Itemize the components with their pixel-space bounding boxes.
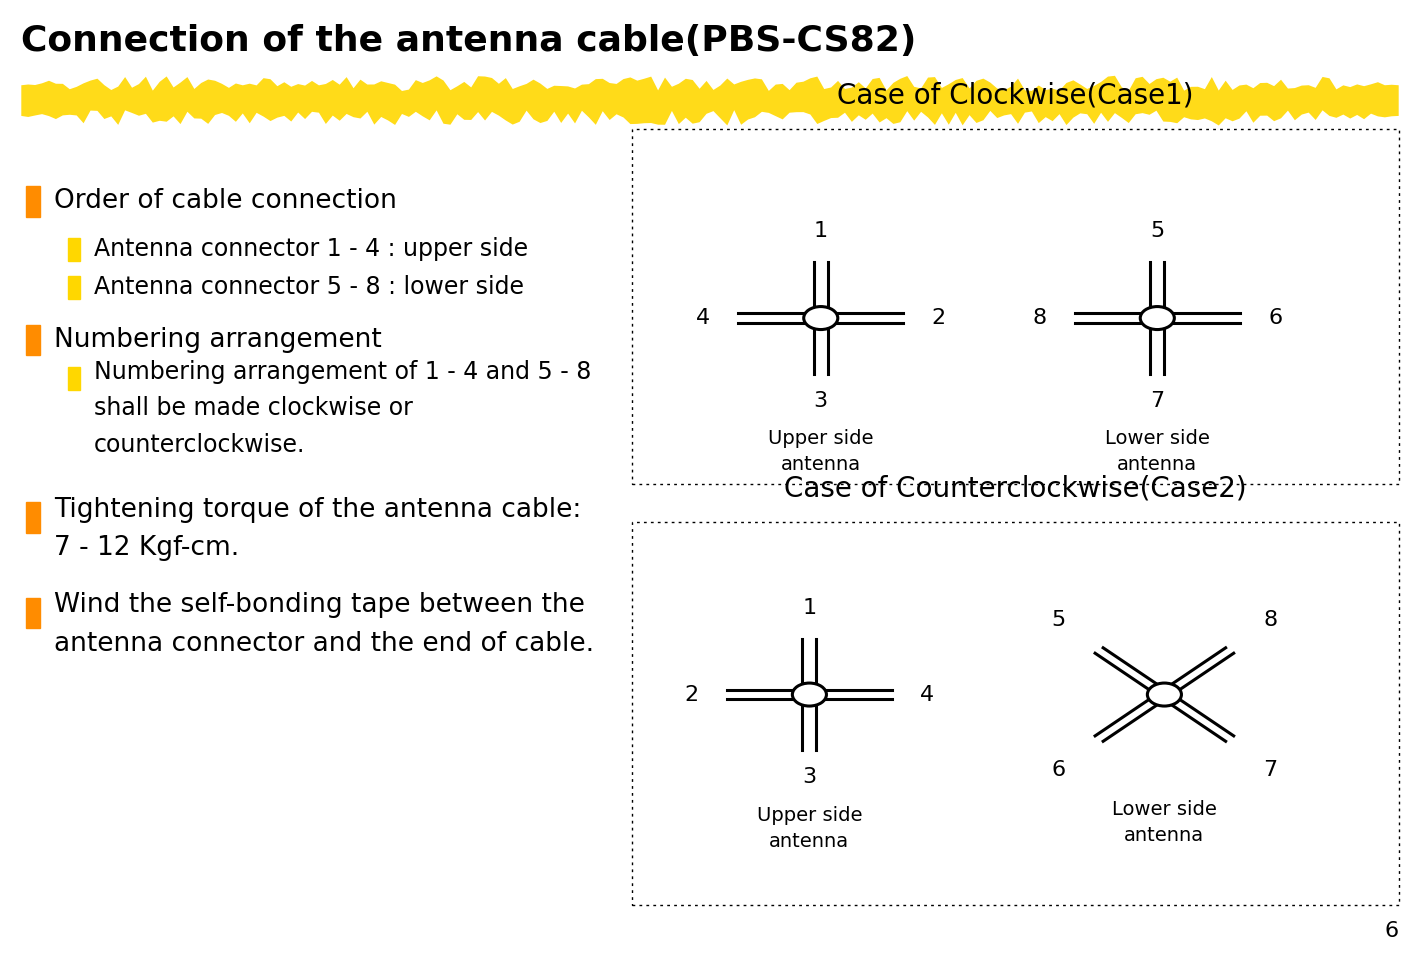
Text: Tightening torque of the antenna cable:: Tightening torque of the antenna cable: <box>54 496 581 523</box>
Text: Upper side: Upper side <box>768 429 873 448</box>
Text: 2: 2 <box>932 308 946 328</box>
Bar <box>68 276 80 299</box>
Text: antenna: antenna <box>781 455 861 474</box>
Text: Connection of the antenna cable(PBS-CS82): Connection of the antenna cable(PBS-CS82… <box>21 24 917 57</box>
Text: 6: 6 <box>1268 308 1282 328</box>
Text: Lower side: Lower side <box>1105 429 1210 448</box>
Text: antenna connector and the end of cable.: antenna connector and the end of cable. <box>54 630 594 657</box>
Text: 6: 6 <box>1384 921 1399 941</box>
Text: Case of Clockwise(Case1): Case of Clockwise(Case1) <box>836 81 1194 110</box>
Text: Antenna connector 5 - 8 : lower side: Antenna connector 5 - 8 : lower side <box>94 275 524 300</box>
Text: 8: 8 <box>1032 308 1047 328</box>
Text: Numbering arrangement of 1 - 4 and 5 - 8: Numbering arrangement of 1 - 4 and 5 - 8 <box>94 359 591 384</box>
Circle shape <box>804 307 838 330</box>
Bar <box>26 598 40 628</box>
Bar <box>26 502 40 533</box>
Text: 7 - 12 Kgf-cm.: 7 - 12 Kgf-cm. <box>54 535 239 561</box>
Text: antenna: antenna <box>770 832 849 851</box>
Text: 3: 3 <box>814 391 828 411</box>
Text: Lower side: Lower side <box>1112 800 1217 819</box>
Text: 3: 3 <box>802 767 816 787</box>
Text: 7: 7 <box>1150 391 1164 411</box>
Text: 8: 8 <box>1264 609 1278 629</box>
Circle shape <box>792 683 826 706</box>
Text: counterclockwise.: counterclockwise. <box>94 432 305 457</box>
Text: Case of Counterclockwise(Case2): Case of Counterclockwise(Case2) <box>784 474 1247 503</box>
Text: 5: 5 <box>1051 609 1065 629</box>
Bar <box>26 186 40 217</box>
Text: Order of cable connection: Order of cable connection <box>54 188 396 215</box>
Bar <box>68 367 80 390</box>
Text: 1: 1 <box>802 598 816 618</box>
Polygon shape <box>21 76 1399 125</box>
Bar <box>632 129 1399 484</box>
Bar <box>68 238 80 261</box>
Text: Numbering arrangement: Numbering arrangement <box>54 327 382 354</box>
Text: Wind the self-bonding tape between the: Wind the self-bonding tape between the <box>54 592 585 619</box>
Bar <box>632 522 1399 905</box>
Text: shall be made clockwise or: shall be made clockwise or <box>94 396 413 421</box>
Text: Upper side: Upper side <box>757 806 862 825</box>
Text: 5: 5 <box>1150 221 1164 241</box>
Text: antenna: antenna <box>1125 826 1204 845</box>
Text: 4: 4 <box>696 308 710 328</box>
Text: 2: 2 <box>684 685 699 704</box>
Text: 7: 7 <box>1264 760 1278 780</box>
Text: Antenna connector 1 - 4 : upper side: Antenna connector 1 - 4 : upper side <box>94 237 528 262</box>
Text: antenna: antenna <box>1118 455 1197 474</box>
Text: 4: 4 <box>920 685 934 704</box>
Circle shape <box>1147 683 1181 706</box>
Text: 1: 1 <box>814 221 828 241</box>
Bar <box>26 325 40 355</box>
Text: 6: 6 <box>1051 760 1065 780</box>
Circle shape <box>1140 307 1174 330</box>
